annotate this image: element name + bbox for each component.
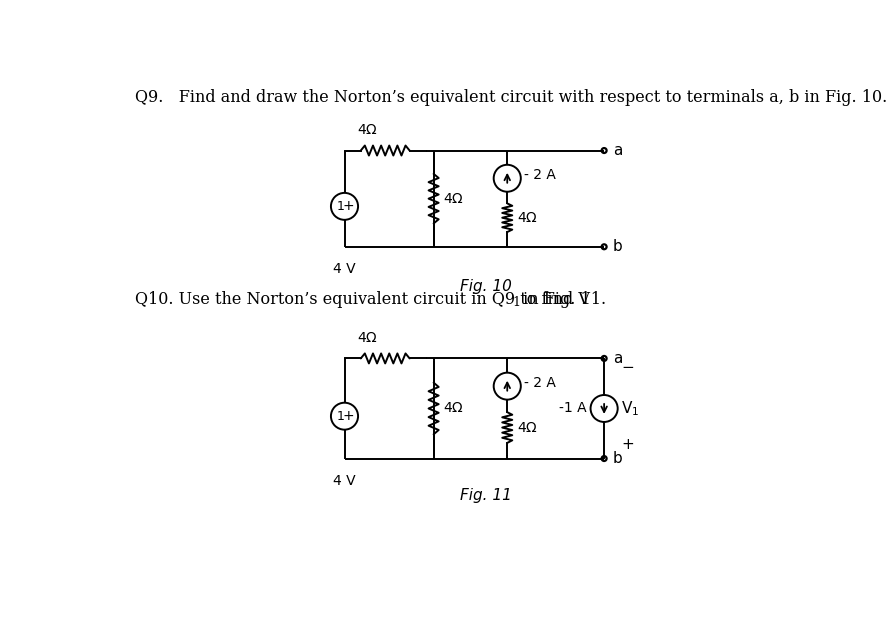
Text: 1: 1 <box>336 200 344 213</box>
Text: Q9.   Find and draw the Norton’s equivalent circuit with respect to terminals a,: Q9. Find and draw the Norton’s equivalen… <box>135 89 888 106</box>
Text: +: + <box>343 199 355 214</box>
Text: 4 V: 4 V <box>333 474 356 488</box>
Text: 4$\Omega$: 4$\Omega$ <box>358 123 378 137</box>
Text: 4$\Omega$: 4$\Omega$ <box>517 210 538 225</box>
Text: 4 V: 4 V <box>333 262 356 276</box>
Text: Fig. 10: Fig. 10 <box>460 279 512 294</box>
Text: - 2 A: - 2 A <box>524 376 556 390</box>
Text: +: + <box>621 437 634 452</box>
Text: −: − <box>621 360 634 375</box>
Text: a: a <box>613 143 622 158</box>
Text: +: + <box>343 409 355 423</box>
Text: b: b <box>613 240 623 254</box>
Text: V$_1$: V$_1$ <box>621 399 640 418</box>
Text: in Fig. 11.: in Fig. 11. <box>518 291 607 308</box>
Text: - 2 A: - 2 A <box>524 168 556 182</box>
Text: 1: 1 <box>336 410 344 423</box>
Text: 1: 1 <box>513 296 521 309</box>
Text: Q10. Use the Norton’s equivalent circuit in Q9 to find V: Q10. Use the Norton’s equivalent circuit… <box>135 291 590 308</box>
Text: a: a <box>613 351 622 366</box>
Text: b: b <box>613 451 623 466</box>
Text: 4$\Omega$: 4$\Omega$ <box>358 331 378 345</box>
Text: Fig. 11: Fig. 11 <box>460 488 512 503</box>
Text: 4$\Omega$: 4$\Omega$ <box>443 401 464 415</box>
Text: -1 A: -1 A <box>559 401 587 415</box>
Text: 4$\Omega$: 4$\Omega$ <box>443 191 464 205</box>
Text: 4$\Omega$: 4$\Omega$ <box>517 420 538 435</box>
